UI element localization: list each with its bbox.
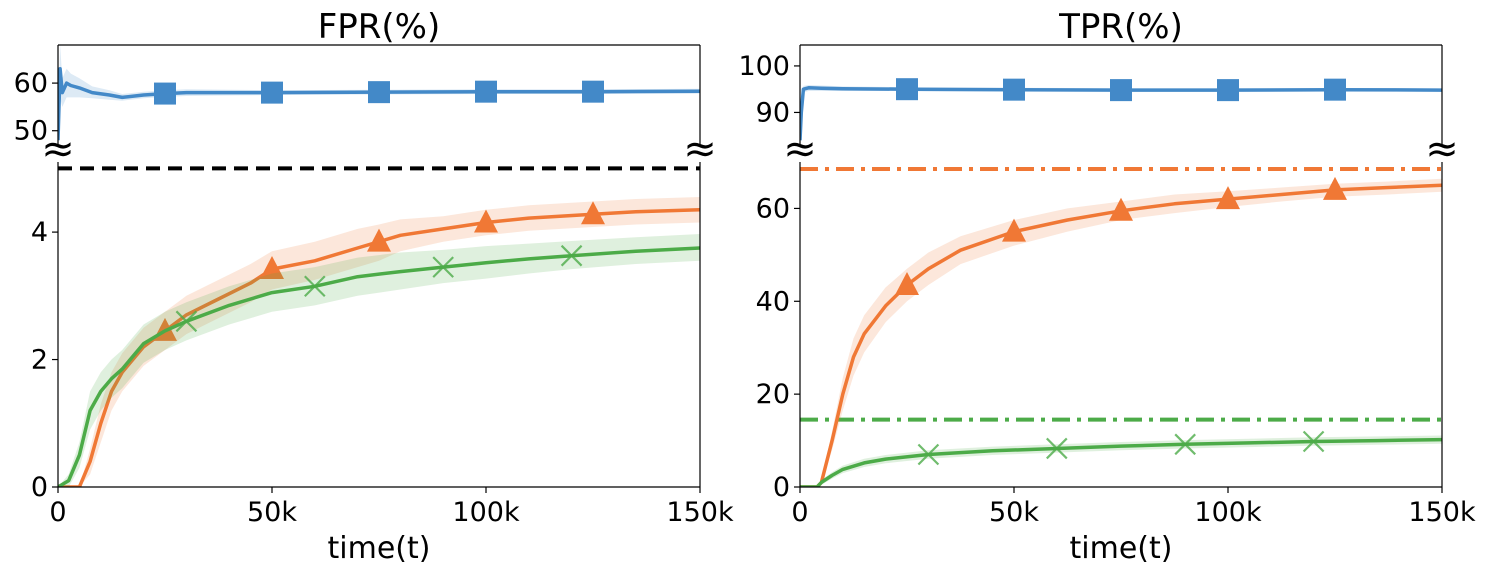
tpr-lower-series-1-marker-0	[917, 443, 940, 466]
fpr-xtick-label-0: 0	[49, 497, 66, 528]
fpr-upper-series-0-marker-0	[154, 82, 176, 105]
tpr-xtick-label-3: 150k	[1408, 497, 1476, 528]
fpr-lower-series-0-marker-4	[581, 201, 605, 225]
fpr-lower-series-0-marker-2	[367, 228, 391, 252]
tpr-lower-series-0-marker-0	[895, 272, 919, 296]
tpr-lower-series-0-band	[800, 178, 1442, 487]
fpr-lower-series-0-marker-3	[474, 209, 498, 233]
fpr-lower-series-1-marker-1	[304, 275, 326, 298]
fpr-upper-ytick-label-0: 50	[14, 116, 48, 147]
fpr-xtick-label-1: 50k	[247, 497, 297, 528]
fpr-upper-series-0-marker-2	[368, 81, 390, 104]
tpr-lower-plot-area	[800, 166, 1442, 487]
tpr-lower-series-1-marker-2-stroke-b	[1174, 433, 1196, 456]
fpr-upper-ytick-label-1: 60	[14, 68, 48, 99]
fpr-lower-plot-area	[58, 166, 700, 487]
tpr-lower-series-1-marker-1	[1046, 437, 1068, 460]
tpr-lower-series-1-marker-2	[1174, 433, 1196, 456]
tpr-lower-series-1-marker-1-stroke-b	[1046, 437, 1068, 460]
tpr-lower-series-1-marker-3	[1302, 430, 1325, 453]
fpr-lower-ytick-label-1: 2	[31, 345, 48, 376]
tpr-lower-series-1-band	[800, 435, 1442, 487]
tpr-upper-series-0-marker-4	[1324, 78, 1346, 101]
fpr-lower-ytick-label-2: 4	[31, 217, 48, 248]
tpr-upper-ytick-label-1: 100	[738, 51, 790, 82]
fpr-lower-series-1-marker-1-stroke-b	[304, 275, 326, 298]
fpr-lower-series-1-marker-2	[432, 256, 454, 278]
fpr-lower-series-1-marker-3-stroke-b	[560, 244, 583, 267]
fpr-xlabel: time(t)	[328, 531, 431, 566]
tpr-upper-series-0-marker-0	[896, 78, 918, 101]
fpr-upper-series-0-marker-4	[582, 80, 604, 103]
tpr-xtick-label-2: 100k	[1194, 497, 1262, 528]
tpr-upper-series-0-marker-3	[1217, 79, 1239, 102]
fpr-lower-series-1-marker-0-stroke-b	[175, 310, 198, 333]
tpr-panel: TPR(%) time(t) 90 100 0 20 40 60 0 50k 100k 150k ≈…	[738, 7, 1475, 566]
tpr-upper-series-0-marker-1	[1003, 78, 1025, 101]
tpr-title: TPR(%)	[1058, 7, 1183, 47]
fpr-upper-series-0-line	[58, 67, 700, 141]
fpr-lower-series-1-band	[58, 234, 700, 487]
fpr-xtick-label-3: 150k	[666, 497, 734, 528]
fpr-upper-series-0-marker-1	[261, 81, 283, 104]
fpr-upper-series-0-marker-3	[475, 80, 497, 103]
fpr-lower-series-1-marker-2-stroke-b	[432, 256, 454, 278]
tpr-xtick-label-0: 0	[791, 497, 808, 528]
tpr-upper-series-0-line	[800, 86, 1442, 141]
fpr-lower-series-0-line	[58, 208, 700, 487]
fpr-lower-ytick-label-0: 0	[31, 472, 48, 503]
tpr-upper-plot-area	[800, 78, 1442, 145]
tpr-axis-break-mark-0: ≈	[783, 126, 817, 172]
fpr-lower-series-0-marker-1	[260, 256, 284, 280]
fpr-lower-series-1-marker-3	[560, 244, 583, 267]
fpr-xtick-label-2: 100k	[452, 497, 520, 528]
tpr-lower-series-0-marker-3	[1216, 186, 1240, 210]
tpr-lower-series-0-marker-4	[1323, 176, 1347, 200]
tpr-lower-ytick-label-2: 40	[756, 286, 790, 317]
tpr-lower-ytick-label-0: 0	[773, 472, 790, 503]
fpr-lower-series-0-band	[58, 197, 700, 487]
tpr-xtick-label-1: 50k	[989, 497, 1039, 528]
fpr-title: FPR(%)	[318, 7, 441, 47]
tpr-lower-series-1-marker-3-stroke-b	[1302, 430, 1325, 453]
tpr-upper-ytick-label-0: 90	[756, 97, 790, 128]
tpr-lower-ytick-label-1: 20	[756, 379, 790, 410]
tpr-upper-series-0-marker-2	[1110, 79, 1132, 102]
tpr-lower-series-1-marker-0-stroke-b	[917, 443, 940, 466]
fpr-axis-break-mark-1: ≈	[683, 126, 717, 172]
fpr-lower-series-1-line	[58, 246, 700, 487]
tpr-lower-series-0-marker-1	[1002, 218, 1026, 242]
fpr-upper-series-0-band	[58, 45, 700, 145]
fpr-upper-plot-area	[58, 45, 700, 145]
fpr-lower-series-1-marker-0	[175, 310, 198, 333]
tpr-lower-series-0-line	[800, 183, 1442, 487]
fpr-panel: FPR(%) time(t) 50 60 0 2 4 0 50k 100k 150k ≈ ≈	[14, 7, 734, 566]
tpr-lower-series-1-line	[800, 437, 1442, 487]
tpr-lower-series-0-marker-2	[1109, 197, 1133, 221]
tpr-xlabel: time(t)	[1070, 531, 1173, 566]
fpr-axis-break-mark-0: ≈	[41, 126, 75, 172]
tpr-lower-ytick-label-3: 60	[756, 193, 790, 224]
tpr-axis-break-mark-1: ≈	[1425, 126, 1459, 172]
